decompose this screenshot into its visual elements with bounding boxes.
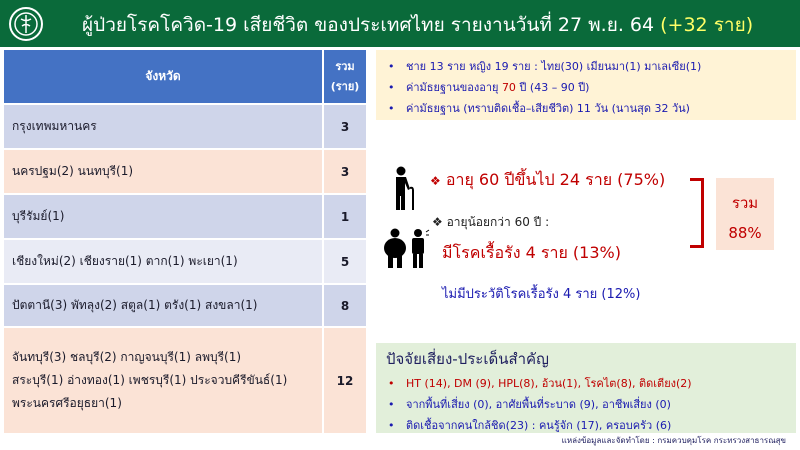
obese-person-icon (384, 228, 406, 268)
province-table: จังหวัด รวม (ราย) กรุงเทพมหานคร 3 นครปฐม(2… (2, 48, 368, 435)
table-row: นครปฐม(2) นนทบุรี(1) 3 (2, 148, 368, 195)
table-header: จังหวัด รวม (ราย) (2, 48, 368, 105)
risk-heading: ปัจจัยเสี่ยง-ประเด็นสำคัญ (386, 350, 549, 368)
table-row: ปัตตานี(3) พัทลุง(2) สตูล(1) ตรัง(1) สงข… (2, 283, 368, 328)
total-header: รวม (ราย) (322, 48, 368, 105)
age-under-60: ❖ อายุน้อยกว่า 60 ปี : (432, 215, 550, 229)
chronic-disease: มีโรคเรื้อรัง 4 ราย (13%) (442, 243, 621, 262)
province-header: จังหวัด (2, 48, 324, 105)
median-age: ค่ามัธยฐานของอายุ 70 ปี (43 – 90 ปี) (386, 77, 796, 98)
risk-factors-box: ปัจจัยเสี่ยง-ประเด็นสำคัญ HT (14), DM (9… (376, 343, 796, 436)
title-bar: ผู้ป่วยโรคโควิด-19 เสียชีวิต ของประเทศไท… (0, 0, 800, 47)
summary-box: ชาย 13 ราย หญิง 19 ราย : ไทย(30) เมียนมา… (376, 50, 796, 120)
ddc-logo (9, 7, 43, 41)
gender-nationality: ชาย 13 ราย หญิง 19 ราย : ไทย(30) เมียนมา… (386, 56, 796, 77)
risk-item: HT (14), DM (9), HPL(8), อ้วน(1), โรคไต(… (386, 373, 796, 394)
table-row: เชียงใหม่(2) เชียงราย(1) ตาก(1) พะเยา(1)… (2, 238, 368, 285)
page-title: ผู้ป่วยโรคโควิด-19 เสียชีวิต ของประเทศไท… (82, 14, 754, 36)
risk-item: ติดเชื้อจากคนใกล้ชิด(23) : คนรู้จัก (17)… (386, 415, 796, 436)
new-deaths-count: (+32 ราย) (660, 14, 754, 36)
table-row: จันทบุรี(3) ชลบุรี(2) กาญจนบุรี(1) ลพบุร… (2, 326, 368, 435)
table-row: กรุงเทพมหานคร 3 (2, 103, 368, 150)
risk-item: จากพื้นที่เสี่ยง (0), อาศัยพื้นที่ระบาด … (386, 394, 796, 415)
total-percent-box: รวม 88% (716, 178, 774, 250)
table-row: บุรีรัมย์(1) 1 (2, 193, 368, 240)
no-chronic-disease: ไม่มีประวัติโรคเรื้อรัง 4 ราย (12%) (442, 287, 641, 302)
data-source: แหล่งข้อมูลและจัดทำโดย : กรมควบคุมโรค กร… (561, 436, 786, 445)
sick-person-icon (412, 229, 430, 268)
elderly-cane-icon (396, 166, 414, 210)
age-over-60: ❖ อายุ 60 ปีขึ้นไป 24 ราย (75%) (430, 170, 666, 189)
bracket (690, 178, 704, 248)
median-days: ค่ามัธยฐาน (ทราบติดเชื้อ–เสียชีวิต) 11 ว… (386, 98, 796, 119)
